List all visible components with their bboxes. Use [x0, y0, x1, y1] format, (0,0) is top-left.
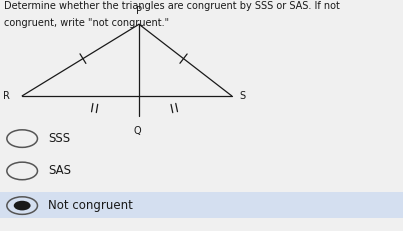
Text: Q: Q — [133, 126, 141, 136]
Text: SAS: SAS — [48, 164, 71, 177]
Text: S: S — [240, 91, 246, 101]
Text: congruent, write "not congruent.": congruent, write "not congruent." — [4, 18, 169, 28]
Text: P: P — [136, 6, 142, 16]
Text: SSS: SSS — [48, 132, 71, 145]
Circle shape — [14, 201, 31, 210]
FancyBboxPatch shape — [0, 192, 403, 218]
Text: R: R — [3, 91, 10, 101]
Text: Determine whether the triangles are congruent by SSS or SAS. If not: Determine whether the triangles are cong… — [4, 1, 340, 11]
Text: Not congruent: Not congruent — [48, 199, 133, 212]
